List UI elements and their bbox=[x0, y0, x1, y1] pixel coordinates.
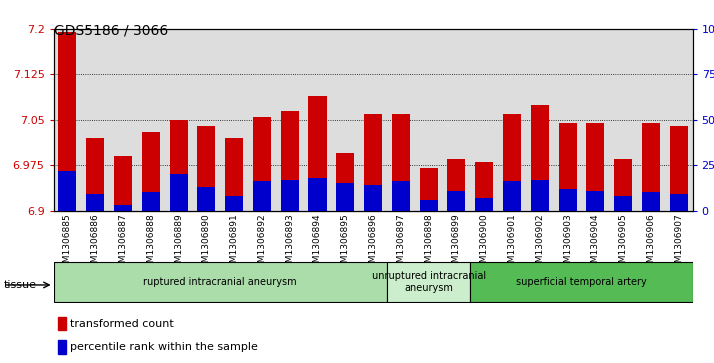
Bar bbox=[670, 126, 688, 211]
Bar bbox=[197, 126, 216, 211]
Text: GSM1306896: GSM1306896 bbox=[368, 213, 378, 274]
Bar bbox=[308, 178, 326, 211]
Text: GSM1306905: GSM1306905 bbox=[618, 213, 628, 274]
Text: GSM1306906: GSM1306906 bbox=[646, 213, 655, 274]
Bar bbox=[531, 105, 549, 211]
Text: GSM1306899: GSM1306899 bbox=[452, 213, 461, 274]
Bar bbox=[253, 117, 271, 211]
Bar bbox=[642, 192, 660, 211]
Bar bbox=[531, 180, 549, 211]
Bar bbox=[58, 317, 66, 330]
Bar bbox=[364, 185, 382, 211]
Bar bbox=[614, 159, 632, 211]
Text: tissue: tissue bbox=[4, 280, 36, 290]
Bar bbox=[58, 340, 66, 354]
Text: GSM1306907: GSM1306907 bbox=[674, 213, 683, 274]
Bar bbox=[281, 180, 298, 211]
Text: GSM1306889: GSM1306889 bbox=[174, 213, 183, 274]
Text: GSM1306900: GSM1306900 bbox=[480, 213, 488, 274]
Bar bbox=[420, 200, 438, 211]
Bar bbox=[586, 191, 604, 211]
Bar bbox=[364, 114, 382, 211]
Bar bbox=[308, 95, 326, 211]
Bar bbox=[586, 123, 604, 211]
Bar bbox=[225, 196, 243, 211]
Bar bbox=[392, 114, 410, 211]
Bar bbox=[336, 153, 354, 211]
Bar bbox=[503, 182, 521, 211]
Text: superficial temporal artery: superficial temporal artery bbox=[516, 277, 647, 287]
Bar bbox=[59, 171, 76, 211]
Bar bbox=[114, 156, 132, 211]
Text: GSM1306897: GSM1306897 bbox=[396, 213, 406, 274]
Bar bbox=[86, 138, 104, 211]
Bar bbox=[169, 174, 188, 211]
Text: GSM1306888: GSM1306888 bbox=[146, 213, 155, 274]
Bar bbox=[169, 120, 188, 211]
Text: GSM1306895: GSM1306895 bbox=[341, 213, 350, 274]
Text: GSM1306892: GSM1306892 bbox=[258, 213, 266, 274]
Bar bbox=[420, 168, 438, 211]
Text: GSM1306890: GSM1306890 bbox=[202, 213, 211, 274]
Text: unruptured intracranial
aneurysm: unruptured intracranial aneurysm bbox=[371, 272, 486, 293]
Text: GSM1306902: GSM1306902 bbox=[536, 213, 544, 274]
Bar bbox=[448, 191, 466, 211]
Bar bbox=[642, 123, 660, 211]
Text: GSM1306904: GSM1306904 bbox=[591, 213, 600, 274]
FancyBboxPatch shape bbox=[54, 262, 387, 302]
Bar bbox=[59, 32, 76, 211]
Text: percentile rank within the sample: percentile rank within the sample bbox=[70, 342, 258, 352]
Text: GSM1306901: GSM1306901 bbox=[508, 213, 516, 274]
Bar bbox=[281, 111, 298, 211]
Bar bbox=[476, 198, 493, 211]
Bar bbox=[197, 187, 216, 211]
Bar bbox=[114, 205, 132, 211]
Text: transformed count: transformed count bbox=[70, 318, 174, 329]
Bar bbox=[558, 189, 577, 211]
Bar bbox=[558, 123, 577, 211]
Bar bbox=[225, 138, 243, 211]
Text: GSM1306886: GSM1306886 bbox=[91, 213, 100, 274]
Text: GSM1306903: GSM1306903 bbox=[563, 213, 572, 274]
Text: GSM1306887: GSM1306887 bbox=[119, 213, 128, 274]
Text: GSM1306885: GSM1306885 bbox=[63, 213, 72, 274]
Bar bbox=[253, 182, 271, 211]
FancyBboxPatch shape bbox=[387, 262, 471, 302]
Bar bbox=[336, 183, 354, 211]
Bar bbox=[392, 182, 410, 211]
Bar bbox=[86, 194, 104, 211]
Text: GDS5186 / 3066: GDS5186 / 3066 bbox=[54, 24, 168, 38]
Text: ruptured intracranial aneurysm: ruptured intracranial aneurysm bbox=[144, 277, 297, 287]
Bar bbox=[503, 114, 521, 211]
Text: GSM1306894: GSM1306894 bbox=[313, 213, 322, 274]
Bar bbox=[670, 194, 688, 211]
Bar bbox=[142, 132, 160, 211]
Bar bbox=[476, 162, 493, 211]
FancyBboxPatch shape bbox=[471, 262, 693, 302]
Text: GSM1306898: GSM1306898 bbox=[424, 213, 433, 274]
Bar bbox=[142, 192, 160, 211]
Text: GSM1306891: GSM1306891 bbox=[230, 213, 238, 274]
Text: GSM1306893: GSM1306893 bbox=[285, 213, 294, 274]
Bar bbox=[614, 196, 632, 211]
Bar bbox=[448, 159, 466, 211]
